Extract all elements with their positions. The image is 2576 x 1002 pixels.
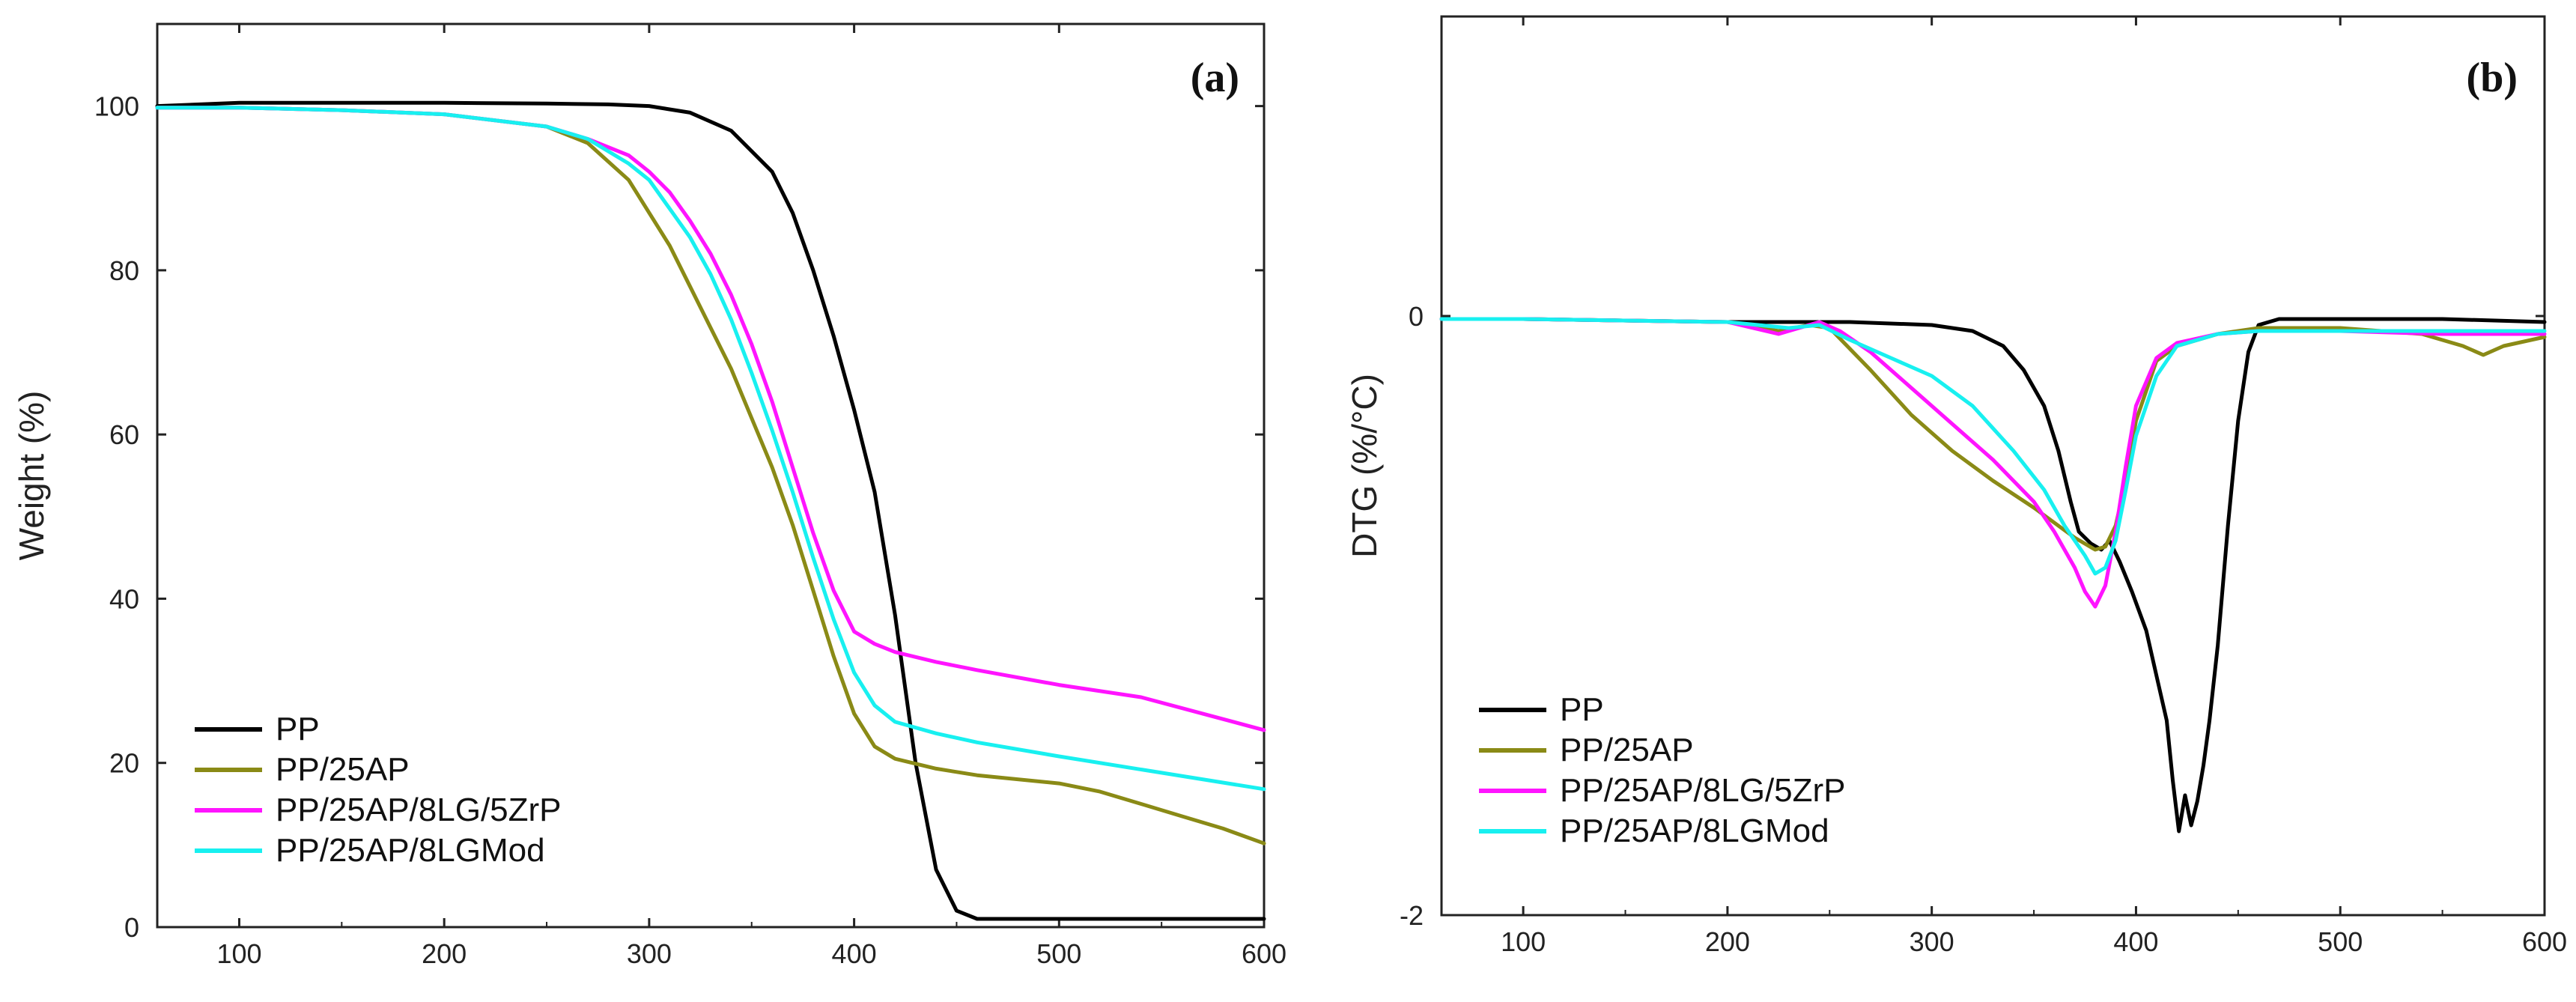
- panel-b-plot-frame: [1440, 15, 2546, 917]
- panel-a-series-pp-25ap-8lg-5zrp: [155, 106, 1266, 732]
- panel-b-series-pp-25ap-8lg-5zrp: [1439, 317, 2547, 609]
- panel-a-series-pp-25ap-8lgmod: [155, 106, 1266, 792]
- panel-a-y-tick-label: 60: [109, 419, 139, 450]
- panel-b-legend-label-pp: PP: [1560, 691, 1604, 728]
- panel-b-series-pp-25ap: [1439, 317, 2547, 552]
- panel-b-x-tick-label: 200: [1705, 926, 1750, 957]
- panel-b-series-pp: [1439, 317, 2547, 834]
- panel-a-y-tick-label: 40: [109, 583, 139, 614]
- panel-a-series-pp: [155, 100, 1266, 921]
- panel-b-legend-label-pp-25ap-8lgmod: PP/25AP/8LGMod: [1560, 813, 1829, 849]
- panel-a-legend-label-pp: PP: [276, 711, 320, 747]
- panel-b-x-tick-label: 600: [2522, 926, 2567, 957]
- panel-a-x-tick-label: 100: [216, 938, 261, 969]
- panel-b-x-tick-label: 100: [1501, 926, 1546, 957]
- panel-b-x-tick-label: 300: [1910, 926, 1954, 957]
- panel-b-legend-label-pp-25ap-8lg-5zrp: PP/25AP/8LG/5ZrP: [1560, 772, 1846, 809]
- panel-b-y-tick-label: -2: [1400, 900, 1424, 931]
- panel-b-y-axis-title: DTG (%/°C): [1345, 374, 1384, 558]
- panel-a-series-pp-25ap: [155, 106, 1266, 845]
- panel-a-y-axis-title: Weight (%): [12, 391, 51, 561]
- panel-b-panel-label: (b): [2467, 55, 2518, 101]
- panel-a-y-tick-label: 100: [94, 91, 139, 122]
- panel-b-x-tick-label: 500: [2318, 926, 2363, 957]
- panel-b: 100 200 300 400 500 600 -2 0 DTG (%/°C) (b) PP PP/2…: [1345, 15, 2567, 957]
- panel-a-x-tick-label: 300: [627, 938, 672, 969]
- panel-a-x-tick-label: 600: [1242, 938, 1287, 969]
- panel-b-y-tick-label: 0: [1409, 301, 1424, 332]
- panel-a-y-tick-label: 0: [124, 912, 139, 943]
- panel-a-legend-label-pp-25ap: PP/25AP: [276, 751, 410, 788]
- panel-a-x-tick-label: 500: [1036, 938, 1081, 969]
- panel-a-y-tick-label: 80: [109, 255, 139, 286]
- panel-b-x-tick-label: 400: [2113, 926, 2158, 957]
- panel-b-series-pp-25ap-8lgmod: [1439, 317, 2547, 576]
- panel-a-x-tick-label: 400: [832, 938, 877, 969]
- panel-b-legend-label-pp-25ap: PP/25AP: [1560, 732, 1694, 768]
- panel-a-y-tick-label: 20: [109, 748, 139, 779]
- panel-a: 100 200 300 400 500 600 0 20 40 60 80 100 Weight (%)…: [12, 22, 1287, 969]
- panel-a-plot-frame: [156, 22, 1266, 929]
- panel-a-legend-label-pp-25ap-8lg-5zrp: PP/25AP/8LG/5ZrP: [276, 792, 562, 828]
- panel-a-panel-label: (a): [1191, 55, 1239, 101]
- panel-a-legend-label-pp-25ap-8lgmod: PP/25AP/8LGMod: [276, 832, 545, 869]
- panel-a-x-tick-label: 200: [422, 938, 467, 969]
